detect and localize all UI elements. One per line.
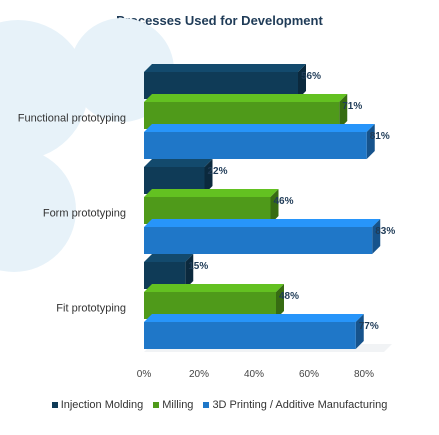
data-label: 22%: [208, 166, 228, 177]
category-label: Functional prototyping: [18, 113, 126, 125]
bar-side-face: [204, 159, 213, 194]
bar-top-face: [144, 189, 279, 197]
data-label: 48%: [279, 291, 299, 302]
chart-title: Processes Used for Development: [116, 13, 323, 28]
bar: [144, 132, 367, 159]
background-circle: [0, 20, 88, 160]
bar-side-face: [270, 189, 279, 224]
legend-swatch: [153, 402, 160, 409]
data-label: 15%: [188, 261, 208, 272]
legend-swatch: [51, 402, 58, 409]
x-tick-label: 0%: [137, 369, 152, 380]
legend-label: Milling: [162, 399, 194, 412]
bar: [144, 227, 373, 254]
legend-swatch: [203, 402, 210, 409]
data-label: 46%: [274, 196, 294, 207]
bar-top-face: [144, 219, 381, 227]
bar-side-face: [355, 314, 364, 349]
bar-top-face: [144, 284, 284, 292]
bar-side-face: [276, 284, 284, 319]
legend-item: Injection Molding: [51, 399, 144, 412]
bar-top-face: [144, 124, 375, 132]
x-tick-label: 60%: [299, 369, 319, 380]
bar-side-face: [366, 124, 375, 159]
legend-label: 3D Printing / Additive Manufacturing: [212, 399, 388, 412]
data-label: 83%: [375, 226, 395, 237]
bar-side-face: [339, 94, 348, 129]
bar-top-face: [144, 64, 306, 72]
data-label: 56%: [301, 71, 321, 82]
bar-side-face: [298, 64, 306, 99]
bar-top-face: [144, 159, 213, 167]
x-tick-label: 40%: [244, 369, 264, 380]
legend-item: 3D Printing / Additive Manufacturing: [203, 399, 387, 411]
x-tick-label: 80%: [354, 369, 374, 380]
category-label: Fit prototyping: [56, 303, 126, 315]
background-circle: [0, 148, 76, 272]
x-tick-label: 20%: [189, 369, 209, 380]
data-label: 71%: [342, 101, 362, 112]
bar-top-face: [144, 254, 194, 262]
bar-side-face: [372, 219, 381, 254]
bar-side-face: [185, 254, 194, 289]
chart-legend: Injection Molding Milling 3D Printing / Ad…: [0, 399, 439, 411]
legend-item: Milling: [153, 399, 193, 411]
data-label: 77%: [359, 321, 379, 332]
legend-label: Injection Molding: [60, 399, 144, 412]
bar-top-face: [144, 94, 348, 102]
bar-top-face: [144, 314, 364, 322]
data-label: 81%: [370, 131, 390, 142]
bar: [144, 322, 356, 349]
category-label: Form prototyping: [43, 208, 126, 220]
